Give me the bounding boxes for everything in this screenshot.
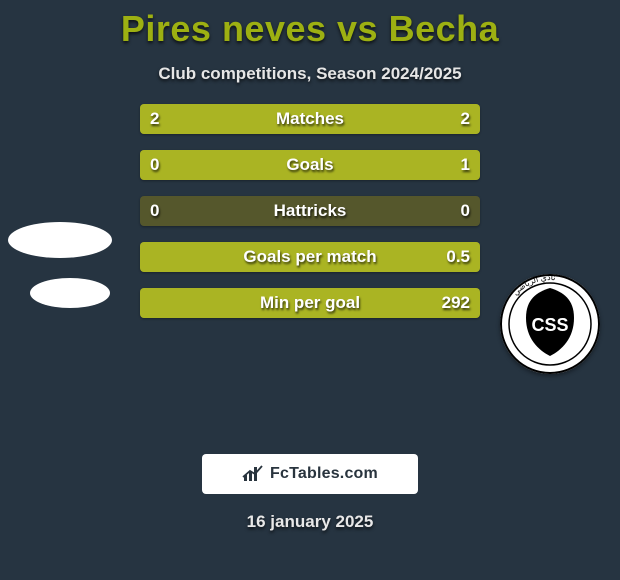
crest-svg: CSS نادي الرياضي	[500, 274, 600, 374]
left-team-ellipse-1	[8, 222, 112, 258]
stat-row: 292Min per goal	[140, 288, 480, 318]
brand-text: FcTables.com	[270, 465, 378, 483]
stat-row: 0.5Goals per match	[140, 242, 480, 272]
right-team-crest: CSS نادي الرياضي	[500, 274, 600, 374]
page-subtitle: Club competitions, Season 2024/2025	[0, 64, 620, 84]
stat-row: 01Goals	[140, 150, 480, 180]
stat-label: Goals	[140, 150, 480, 180]
stat-label: Goals per match	[140, 242, 480, 272]
brand-badge: FcTables.com	[202, 454, 418, 494]
page-title: Pires neves vs Becha	[0, 0, 620, 50]
crest-letters: CSS	[531, 315, 568, 335]
bars-icon	[242, 465, 264, 483]
stat-label: Hattricks	[140, 196, 480, 226]
footer-date: 16 january 2025	[0, 512, 620, 532]
stat-label: Min per goal	[140, 288, 480, 318]
stat-row: 22Matches	[140, 104, 480, 134]
stat-row: 00Hattricks	[140, 196, 480, 226]
stat-label: Matches	[140, 104, 480, 134]
left-team-ellipse-2	[30, 278, 110, 308]
comparison-bars: 22Matches 01Goals 00Hattricks 0.5Goals per …	[140, 104, 480, 334]
